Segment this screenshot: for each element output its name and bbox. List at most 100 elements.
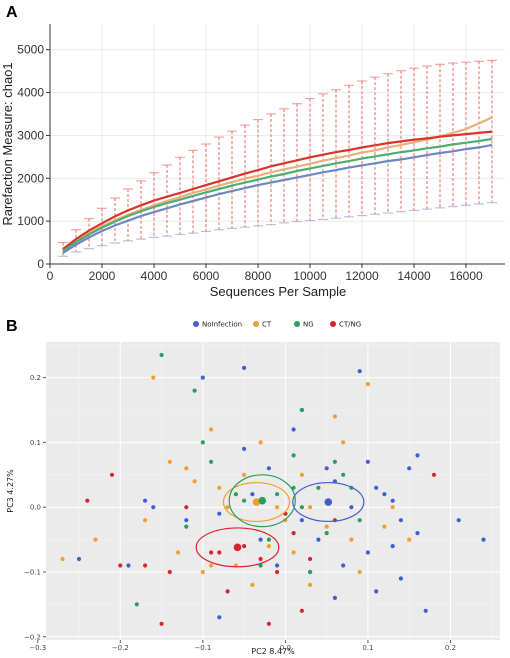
panel-b-x-ticks: −0.3 −0.2 −0.1 0.0 0.1 0.2 [29, 640, 456, 652]
panel-b-point-ct-25 [365, 382, 370, 387]
panel-a-series-line-3 [62, 143, 493, 254]
panel-a-letter: A [6, 4, 18, 21]
panel-b-y-tick-label-3: 0.1 [30, 439, 41, 447]
panel-b-y-ticks: −0.2 −0.1 0.0 0.1 0.2 [24, 374, 46, 641]
panel-a-series [62, 116, 493, 254]
panel-b-letter: B [6, 318, 18, 335]
panel-b-point-ct-ng-3 [143, 563, 148, 568]
panel-b-point-ng-4 [209, 459, 214, 464]
panel-b-point-ng-6 [242, 498, 247, 503]
panel-b-point-noinfection-17 [324, 466, 329, 471]
panel-b-point-noinfection-16 [316, 537, 321, 542]
panel-b-point-noinfection-39 [374, 589, 379, 594]
panel-b-point-noinfection-10 [258, 537, 263, 542]
panel-b-point-noinfection-21 [357, 369, 362, 374]
panel-b-point-ng-14 [332, 459, 337, 464]
panel-b-y-tick-label-4: 0.2 [30, 374, 41, 382]
panel-a: A 0 2000 4000 6000 8000 10000 12000 14000 16000 … [0, 4, 505, 299]
panel-b-point-ct-21 [324, 524, 329, 529]
panel-b-x-tick-label-5: 0.2 [445, 644, 456, 652]
panel-b-centroid-ct [252, 498, 261, 506]
panel-b-point-ct-1 [93, 537, 98, 542]
panel-b-legend-label-noinfection: NoInfection [202, 321, 242, 329]
panel-b-point-ct-ng-15 [431, 472, 437, 477]
panel-b-point-ct-18 [299, 472, 304, 477]
panel-b-point-noinfection-36 [217, 615, 222, 620]
panel-a-y-tick-label-1: 1000 [17, 214, 44, 228]
panel-b-point-noinfection-31 [481, 537, 486, 542]
panel-b-centroid-noinfection [324, 498, 333, 506]
panel-b-point-ng-18 [299, 407, 304, 413]
panel-b-point-ct-24 [349, 537, 354, 542]
panel-b-x-tick-label-3: 0.0 [280, 644, 291, 652]
panel-b-x-tick-label-2: −0.1 [194, 644, 211, 652]
panel-b-point-ct-ng-5 [167, 569, 172, 575]
panel-b-point-noinfection-25 [390, 544, 395, 549]
panel-b-point-ct-29 [167, 459, 172, 464]
panel-b-point-noinfection-5 [200, 375, 205, 380]
panel-a-x-tick-label-2: 4000 [141, 269, 168, 283]
panel-b-point-ng-10 [299, 505, 304, 510]
panel-b-point-noinfection-19 [341, 563, 346, 568]
panel-a-y-tick-label-4: 4000 [17, 86, 44, 100]
panel-b-ellipse-ct-ng [195, 527, 280, 568]
panel-b-point-ng-5 [233, 492, 238, 497]
panel-b-point-ct-33 [184, 466, 189, 471]
panel-b-point-ct-3 [151, 375, 156, 380]
panel-a-y-tick-label-3: 3000 [17, 128, 44, 142]
panel-b-point-ct-16 [283, 518, 288, 523]
panel-b-point-ct-19 [308, 582, 313, 588]
panel-b-point-ct-ng-2 [118, 563, 123, 568]
panel-b-point-ct-ng-7 [217, 550, 222, 555]
panel-b-point-ng-15 [341, 472, 346, 477]
panel-b: B NoInfection CT NG CT/NG −0.3 −0.2 −0.1 0.0 0.… [6, 318, 500, 656]
panel-b-point-ng-17 [357, 518, 362, 523]
panel-b-ellipse-ng [228, 474, 296, 528]
panel-b-point-ct-ng-18 [266, 621, 271, 626]
panel-b-point-ct-ng-6 [184, 505, 189, 510]
panel-b-point-ct-9 [217, 485, 222, 490]
panel-b-point-ct-27 [390, 505, 395, 510]
panel-b-point-noinfection-0 [76, 556, 82, 562]
panel-a-x-tick-label-4: 8000 [245, 269, 272, 283]
panel-b-point-ct-28 [308, 505, 313, 510]
panel-b-point-noinfection-30 [456, 518, 461, 523]
panel-b-point-noinfection-12 [275, 563, 280, 568]
panel-b-y-tick-label-2: 0.0 [30, 504, 41, 512]
panel-b-point-noinfection-33 [365, 550, 370, 555]
panel-b-point-ng-12 [316, 485, 321, 490]
panel-b-x-tick-label-4: 0.1 [362, 644, 373, 652]
panel-b-point-noinfection-26 [398, 576, 403, 581]
panel-b-point-ng-1 [159, 352, 164, 358]
panel-b-point-ct-11 [242, 472, 247, 477]
panel-b-point-noinfection-3 [151, 505, 156, 510]
panel-b-x-tick-label-1: −0.2 [112, 644, 129, 652]
panel-b-point-ct-ng-4 [159, 621, 164, 626]
panel-b-point-ct-7 [209, 427, 214, 432]
panel-b-point-ng-13 [324, 531, 329, 536]
panel-b-point-ct-ng-12 [291, 531, 296, 536]
panel-b-point-ng-9 [291, 453, 296, 458]
panel-b-point-ct-ng-13 [308, 556, 313, 562]
panel-b-centroids [233, 496, 333, 552]
panel-b-point-ct-2 [143, 518, 148, 523]
panel-a-x-ticks: 0 2000 4000 6000 8000 10000 12000 14000 16000 [47, 264, 483, 283]
panel-b-ellipse-noinfection [292, 481, 365, 523]
panel-b-point-noinfection-34 [390, 498, 395, 503]
panel-b-point-noinfection-13 [291, 427, 296, 432]
panel-b-point-noinfection-18 [332, 595, 337, 601]
panel-b-point-noinfection-27 [407, 466, 412, 471]
panel-b-point-ct-26 [382, 524, 387, 529]
panel-b-point-noinfection-23 [374, 485, 379, 490]
panel-b-legend-swatch-ng [294, 321, 300, 327]
panel-b-centroid-ct-ng [233, 543, 242, 552]
panel-a-x-tick-label-5: 10000 [293, 269, 327, 283]
panel-b-centroid-ng [258, 496, 267, 505]
panel-b-point-ct-31 [357, 569, 362, 575]
panel-b-point-ct-13 [258, 440, 263, 445]
panel-b-legend-label-ct: CT [262, 321, 272, 329]
panel-a-series-line-0 [62, 116, 493, 252]
panel-b-point-noinfection-9 [250, 492, 255, 497]
panel-b-point-noinfection-20 [349, 505, 354, 510]
panel-b-point-ct-5 [192, 479, 197, 484]
